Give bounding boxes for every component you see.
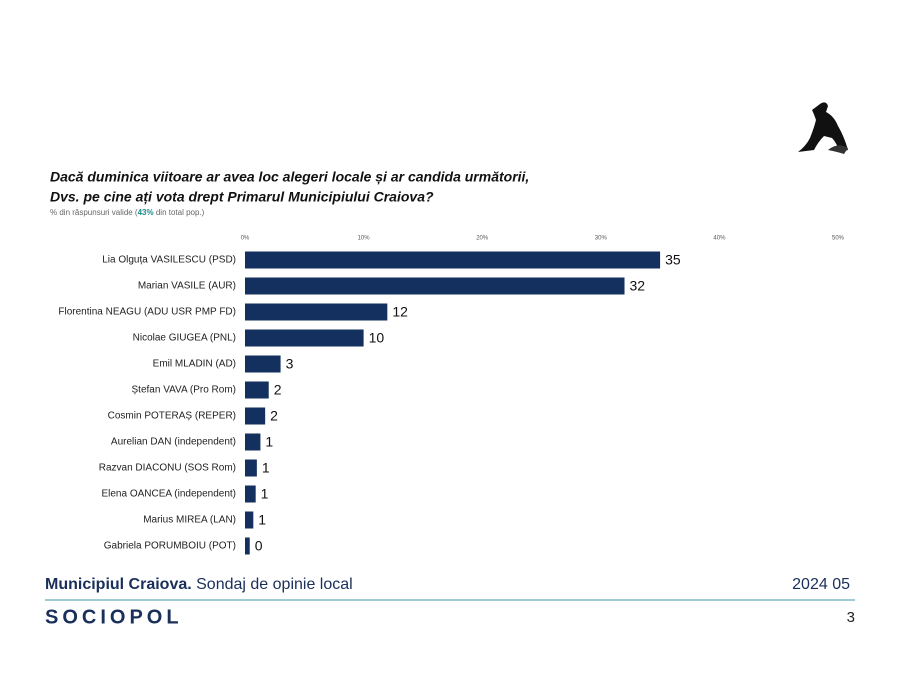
value-label: 32 — [630, 278, 646, 294]
footer-region: Municipiul Craiova. — [45, 576, 192, 593]
category-label: Florentina NEAGU (ADU USR PMP FD) — [58, 307, 236, 318]
value-label: 12 — [392, 304, 408, 320]
footer-date: 2024 05 — [792, 576, 850, 593]
value-label: 1 — [265, 434, 273, 450]
logo — [798, 102, 848, 154]
category-label: Elena OANCEA (independent) — [101, 489, 236, 500]
bar — [245, 251, 661, 269]
category-label: Marius MIREA (LAN) — [143, 515, 236, 526]
category-label: Lia Olguța VASILESCU (PSD) — [102, 255, 236, 266]
value-label: 1 — [261, 486, 269, 502]
subtitle-highlight: 43% — [138, 208, 154, 217]
title: Dacă duminica viitoare ar avea loc alege… — [50, 169, 529, 185]
bar — [245, 485, 256, 503]
plot: 0% 10% 20% 30% 40% 50% Lia Olguța VASILESCU (P… — [58, 236, 845, 555]
bar — [245, 459, 257, 477]
value-label: 0 — [255, 538, 263, 554]
footer-description: Sondaj de opinie local — [192, 576, 353, 593]
category-label: Gabriela PORUMBOIU (POT) — [104, 541, 236, 552]
x-tick-label: 30% — [595, 236, 608, 242]
x-tick-label: 10% — [358, 236, 371, 242]
title: Dvs. pe cine ați vota drept Primarul Mun… — [50, 189, 434, 205]
bar — [245, 381, 269, 399]
subtitle-part: din total pop.) — [154, 208, 205, 217]
value-label: 3 — [286, 356, 294, 372]
category-label: Ștefan VAVA (Pro Rom) — [132, 385, 236, 396]
category-label: Nicolae GIUGEA (PNL) — [133, 333, 236, 344]
category-label: Razvan DIACONU (SOS Rom) — [99, 463, 236, 474]
x-tick-label: 40% — [713, 236, 726, 242]
bar — [245, 303, 388, 321]
bar — [245, 329, 364, 347]
category-label: Marian VASILE (AUR) — [138, 281, 236, 292]
x-tick-label: 20% — [476, 236, 489, 242]
value-label: 2 — [274, 382, 282, 398]
category-label: Cosmin POTERAȘ (REPER) — [108, 411, 236, 422]
bar — [245, 433, 261, 451]
category-label: Emil MLADIN (AD) — [153, 359, 236, 370]
x-tick-label: 0% — [241, 236, 250, 242]
value-label: 35 — [665, 252, 681, 268]
category-label: Aurelian DAN (independent) — [111, 437, 236, 448]
subtitle-part: % din răspunsuri valide ( — [50, 208, 138, 217]
bar — [245, 355, 281, 373]
brand: SOCIOPOL — [45, 606, 183, 628]
bar — [245, 407, 266, 425]
value-label: 2 — [270, 408, 278, 424]
subtitle: % din răspunsuri valide (43% din total p… — [50, 208, 205, 217]
value-label: 10 — [369, 330, 385, 346]
bar — [245, 537, 250, 555]
value-label: 1 — [258, 512, 266, 528]
x-tick-label: 50% — [832, 236, 845, 242]
page-number: 3 — [847, 609, 855, 626]
footer-text: Municipiul Craiova. Sondaj de opinie loc… — [45, 576, 353, 593]
bar — [245, 277, 625, 295]
bar — [245, 511, 254, 529]
value-label: 1 — [262, 460, 270, 476]
